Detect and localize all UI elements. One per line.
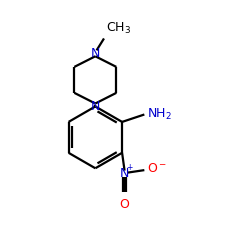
Text: N: N [91, 100, 100, 113]
Text: O$^-$: O$^-$ [147, 162, 167, 175]
Text: NH$_2$: NH$_2$ [147, 107, 172, 122]
Text: O: O [120, 198, 130, 211]
Text: N: N [91, 47, 100, 60]
Text: CH$_3$: CH$_3$ [106, 22, 131, 36]
Text: $^+$: $^+$ [126, 163, 134, 173]
Text: N: N [120, 167, 129, 180]
